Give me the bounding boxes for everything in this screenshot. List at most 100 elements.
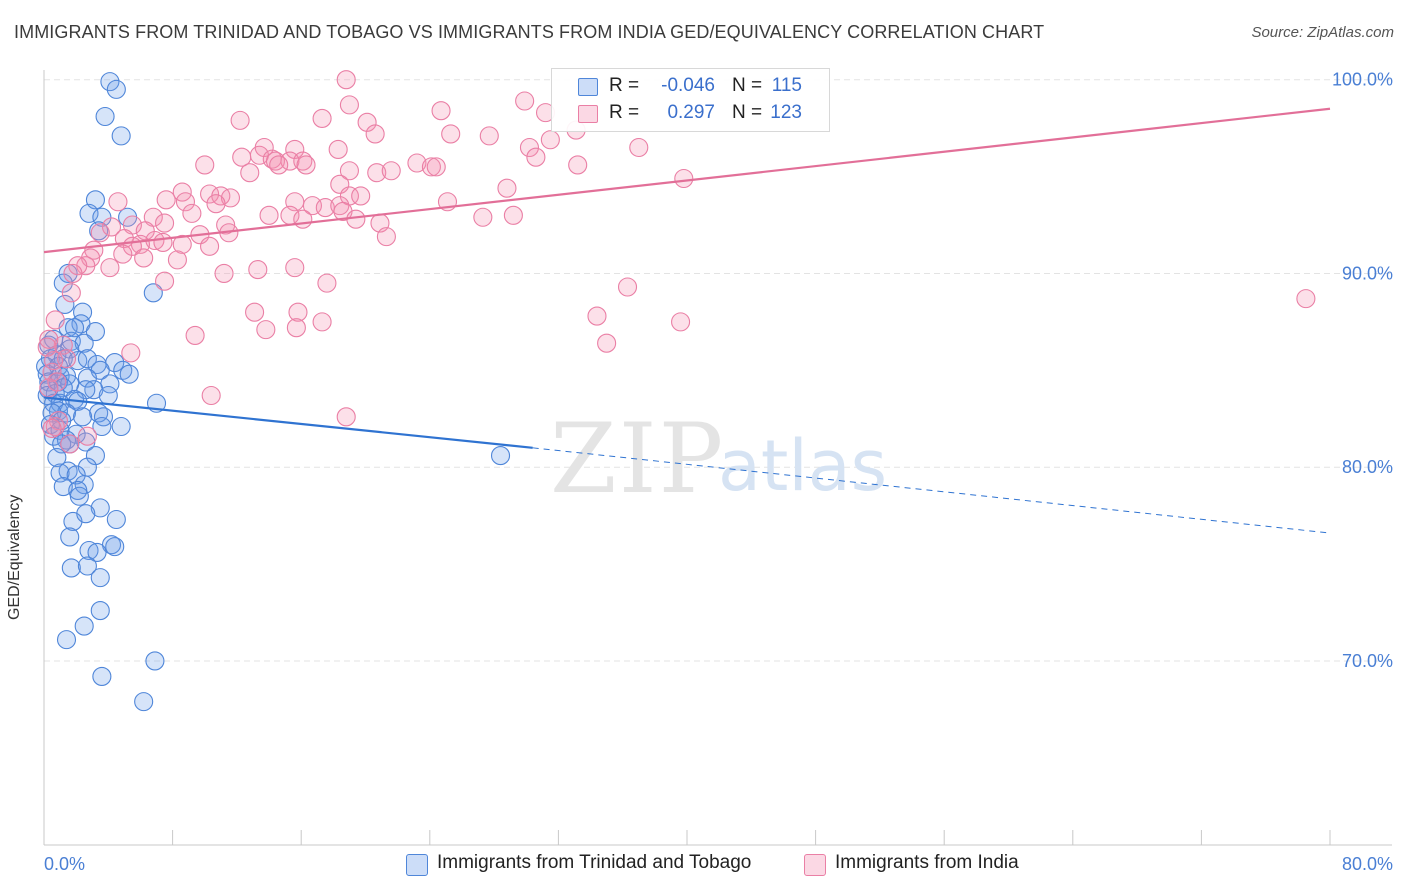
india-point [259, 205, 279, 225]
india-point [336, 407, 356, 427]
legend-n-label: N = [732, 102, 763, 123]
india-point [45, 310, 65, 330]
trinidad-point [53, 477, 73, 497]
india-point [540, 130, 560, 150]
tick-labels: 100.0% 90.0% 80.0% 70.0% 0.0% 80.0% [44, 70, 1393, 874]
trinidad-point [490, 446, 511, 466]
trinidad-point [58, 263, 78, 283]
india-point [201, 385, 221, 406]
trinidad-point [143, 283, 163, 303]
india-point [328, 139, 348, 159]
india-point [153, 232, 173, 252]
india-point [479, 126, 499, 146]
trinidad-point [84, 380, 104, 400]
india-point [671, 312, 691, 332]
india-point [296, 155, 316, 175]
bottom-legend-label: Immigrants from India [835, 852, 1019, 873]
india-point [172, 234, 192, 254]
legend-r-label: R = [609, 102, 640, 123]
india-point [346, 209, 366, 229]
legend-swatch-pink [578, 105, 598, 123]
india-point [269, 155, 289, 175]
trinidad-point [79, 540, 99, 561]
india-point [61, 283, 81, 303]
india-point [617, 277, 638, 297]
india-point [220, 188, 241, 208]
india-point [312, 108, 332, 128]
trinidad-point [61, 558, 81, 578]
india-point [121, 343, 141, 363]
india-point [60, 434, 80, 454]
legend-n-label: N = [732, 75, 763, 96]
india-point [431, 101, 451, 121]
trinidad-point [90, 601, 110, 621]
trinidad-point [56, 630, 77, 650]
india-point [503, 205, 523, 225]
y-tick-label: 80.0% [1342, 457, 1393, 477]
trinidad-point [87, 354, 107, 375]
india-point [674, 168, 694, 189]
trinidad-point [87, 542, 107, 562]
india-point [293, 209, 313, 229]
india-point [156, 190, 176, 210]
chart-title: IMMIGRANTS FROM TRINIDAD AND TOBAGO VS I… [14, 22, 1045, 42]
india-point [1296, 289, 1316, 309]
trinidad-point [55, 294, 75, 314]
india-point [376, 227, 396, 247]
india-point [357, 112, 377, 132]
india-point [155, 213, 175, 233]
india-point [256, 320, 276, 340]
watermark-zip: ZIP [550, 403, 725, 515]
trinidad-point [85, 446, 105, 466]
trinidad-point [106, 79, 126, 99]
india-point [134, 248, 154, 268]
trinidad-point [74, 333, 94, 353]
source-label: Source: ZipAtlas.com [1251, 24, 1394, 41]
legend-swatch-blue [578, 78, 598, 96]
trinidad-point [85, 322, 105, 342]
india-point [317, 273, 337, 293]
bottom-legend-swatch-pink [804, 854, 826, 876]
india-trend-line [43, 107, 1331, 254]
trinidad-point [73, 407, 93, 427]
india-point [90, 223, 110, 243]
india-point [42, 362, 62, 382]
india-point [216, 215, 236, 235]
india-point [568, 155, 588, 175]
india-point [48, 411, 69, 431]
trinidad-point [119, 364, 139, 384]
trinidad-point [111, 126, 131, 146]
bottom-legend-swatch-blue [406, 854, 428, 876]
watermark-atlas: atlas [718, 425, 887, 507]
india-point [113, 244, 133, 264]
trinidad-point [105, 537, 125, 557]
trinidad-point [77, 556, 97, 576]
india-point [629, 137, 649, 158]
india-point [286, 318, 306, 338]
bottom-legend-label: Immigrants from Trinidad and Tobago [437, 852, 752, 873]
y-tick-label: 70.0% [1342, 651, 1393, 671]
india-point [526, 147, 546, 167]
india-point [339, 95, 359, 115]
trinidad-point [93, 407, 114, 427]
trinidad-point [44, 426, 64, 446]
india-point [330, 196, 350, 216]
trinidad-point [47, 447, 67, 468]
india-point [339, 161, 359, 181]
legend-r-label: R = [609, 75, 640, 96]
y-tick-label: 100.0% [1332, 70, 1393, 90]
india-point [248, 260, 268, 280]
legend-row-trinidad: R = -0.046 N = 115 [552, 73, 829, 99]
india-point [519, 137, 540, 158]
series-trinidad-points [36, 72, 511, 712]
trinidad-point [69, 486, 89, 506]
y-tick-label: 90.0% [1342, 263, 1393, 283]
india-point [288, 302, 308, 322]
trinidad-point [76, 504, 96, 524]
india-point [230, 110, 250, 130]
india-point [365, 124, 385, 144]
india-point [473, 207, 493, 227]
india-point [206, 194, 226, 214]
india-point [312, 312, 332, 332]
